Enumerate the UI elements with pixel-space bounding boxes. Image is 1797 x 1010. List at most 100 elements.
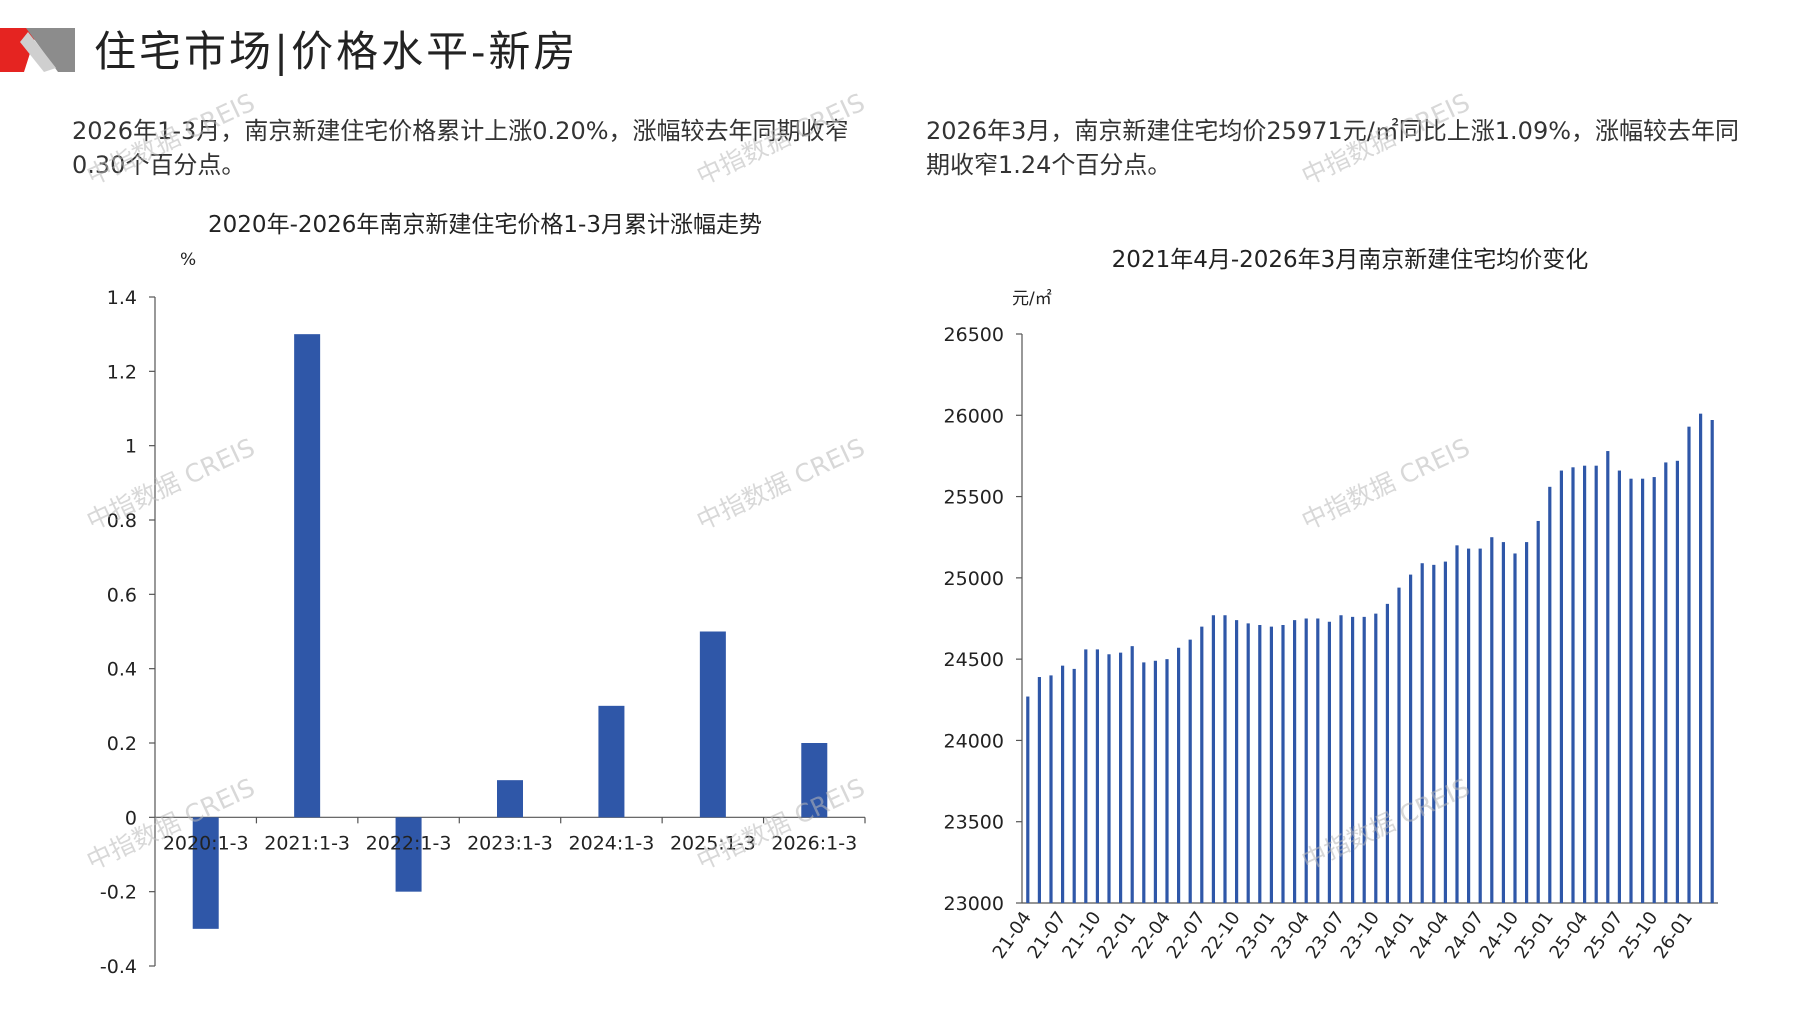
bar xyxy=(395,817,422,892)
bar xyxy=(1432,564,1436,903)
y-tick-label: -0.2 xyxy=(100,882,137,904)
left-chart-title: 2020年-2026年南京新建住宅价格1-3月累计涨幅走势 xyxy=(208,212,762,238)
bar xyxy=(1664,462,1668,903)
x-tick-label: 2026:1-3 xyxy=(771,832,857,854)
x-tick-label: 2025:1-3 xyxy=(670,832,756,854)
bar xyxy=(1583,465,1587,903)
bar xyxy=(1049,675,1053,903)
x-tick-label: 2022:1-3 xyxy=(366,832,452,854)
bar xyxy=(1316,618,1320,903)
x-tick-label: 26-01 xyxy=(1650,908,1697,963)
bar xyxy=(1652,477,1656,903)
left-description: 2026年1-3月，南京新建住宅价格累计上涨0.20%，涨幅较去年同期收窄0.3… xyxy=(72,117,849,179)
y-tick-label: 23000 xyxy=(944,893,1004,915)
bar xyxy=(1699,413,1703,903)
bar xyxy=(1687,426,1691,903)
bar xyxy=(1119,652,1123,903)
bar xyxy=(1501,542,1505,903)
bar xyxy=(1269,626,1273,903)
y-tick-label: 1.2 xyxy=(107,361,137,383)
bar xyxy=(1177,647,1181,903)
y-tick-label: 26000 xyxy=(944,405,1004,427)
y-tick-label: 1 xyxy=(125,436,137,458)
bar xyxy=(1246,623,1250,903)
bar xyxy=(1223,615,1227,903)
x-tick-label: 2021:1-3 xyxy=(264,832,350,854)
bar xyxy=(1513,553,1517,903)
right-chart-title: 2021年4月-2026年3月南京新建住宅均价变化 xyxy=(1111,247,1589,273)
bar xyxy=(1374,613,1378,903)
bar xyxy=(1675,460,1679,903)
bar xyxy=(1130,646,1134,903)
y-tick-label: 0 xyxy=(125,807,137,829)
y-tick-label: 25500 xyxy=(944,487,1004,509)
bar xyxy=(1525,542,1529,903)
bar xyxy=(1258,625,1262,903)
bar xyxy=(1142,662,1146,903)
bar xyxy=(1072,668,1076,903)
x-tick-label: 2020:1-3 xyxy=(163,832,249,854)
bar xyxy=(1304,618,1308,903)
bar xyxy=(1200,626,1204,903)
y-tick-label: -0.4 xyxy=(100,956,137,978)
x-tick-label: 2023:1-3 xyxy=(467,832,553,854)
right-chart-ylabel: 元/㎡ xyxy=(1012,289,1052,309)
bar xyxy=(497,780,523,818)
bar xyxy=(1084,649,1088,903)
y-tick-label: 24000 xyxy=(944,730,1004,752)
bar xyxy=(1443,561,1447,903)
bar xyxy=(1153,660,1157,903)
bar xyxy=(1571,467,1575,903)
bar xyxy=(1641,478,1645,903)
bar xyxy=(1629,478,1633,903)
bar xyxy=(1281,625,1285,903)
bar xyxy=(1594,465,1598,903)
bar xyxy=(1478,548,1482,903)
bar xyxy=(1536,520,1540,903)
bar xyxy=(1617,470,1621,903)
y-tick-label: 24500 xyxy=(944,649,1004,671)
x-tick-label: 2024:1-3 xyxy=(569,832,655,854)
bar xyxy=(1397,587,1401,903)
bar xyxy=(1420,563,1424,903)
bar xyxy=(1165,659,1169,903)
bar xyxy=(1188,639,1192,903)
bar xyxy=(1107,654,1111,903)
left-bar-chart: -0.4 -0.2 0 0.2 0.4 0.6 0.8 1 1.2 1.4 2020:1-3 2021… xyxy=(100,287,866,978)
bar xyxy=(1339,615,1343,903)
left-chart-ylabel: % xyxy=(180,250,197,270)
y-tick-label: 0.8 xyxy=(107,510,137,532)
bar xyxy=(1037,677,1041,903)
bar xyxy=(1235,620,1239,903)
y-tick-label: 25000 xyxy=(944,568,1004,590)
bar xyxy=(1293,620,1297,903)
bar xyxy=(1327,621,1331,903)
bar xyxy=(1211,615,1215,903)
y-tick-label: 1.4 xyxy=(107,287,137,309)
y-tick-label: 0.2 xyxy=(107,733,137,755)
right-description: 2026年3月，南京新建住宅均价25971元/㎡同比上涨1.09%，涨幅较去年同… xyxy=(926,117,1740,179)
bar xyxy=(294,334,321,818)
bar xyxy=(1026,696,1030,903)
page-title: 住宅市场|价格水平-新房 xyxy=(94,27,579,76)
bar xyxy=(1409,574,1413,903)
bar xyxy=(1385,603,1389,903)
bar xyxy=(699,631,726,818)
bar xyxy=(1548,486,1552,903)
bar xyxy=(1061,665,1065,903)
bar xyxy=(801,743,828,818)
y-tick-label: 26500 xyxy=(944,324,1004,346)
bar xyxy=(1095,649,1099,903)
brand-logo-icon xyxy=(0,28,75,72)
y-tick-label: 23500 xyxy=(944,812,1004,834)
bar xyxy=(1455,545,1459,903)
bar xyxy=(1362,616,1366,903)
bar xyxy=(1490,537,1494,903)
bar xyxy=(1606,451,1610,903)
y-tick-label: 0.4 xyxy=(107,659,137,681)
y-tick-label: 0.6 xyxy=(107,584,137,606)
bar xyxy=(1351,616,1355,903)
bar xyxy=(1467,548,1471,903)
bar xyxy=(1559,470,1563,903)
